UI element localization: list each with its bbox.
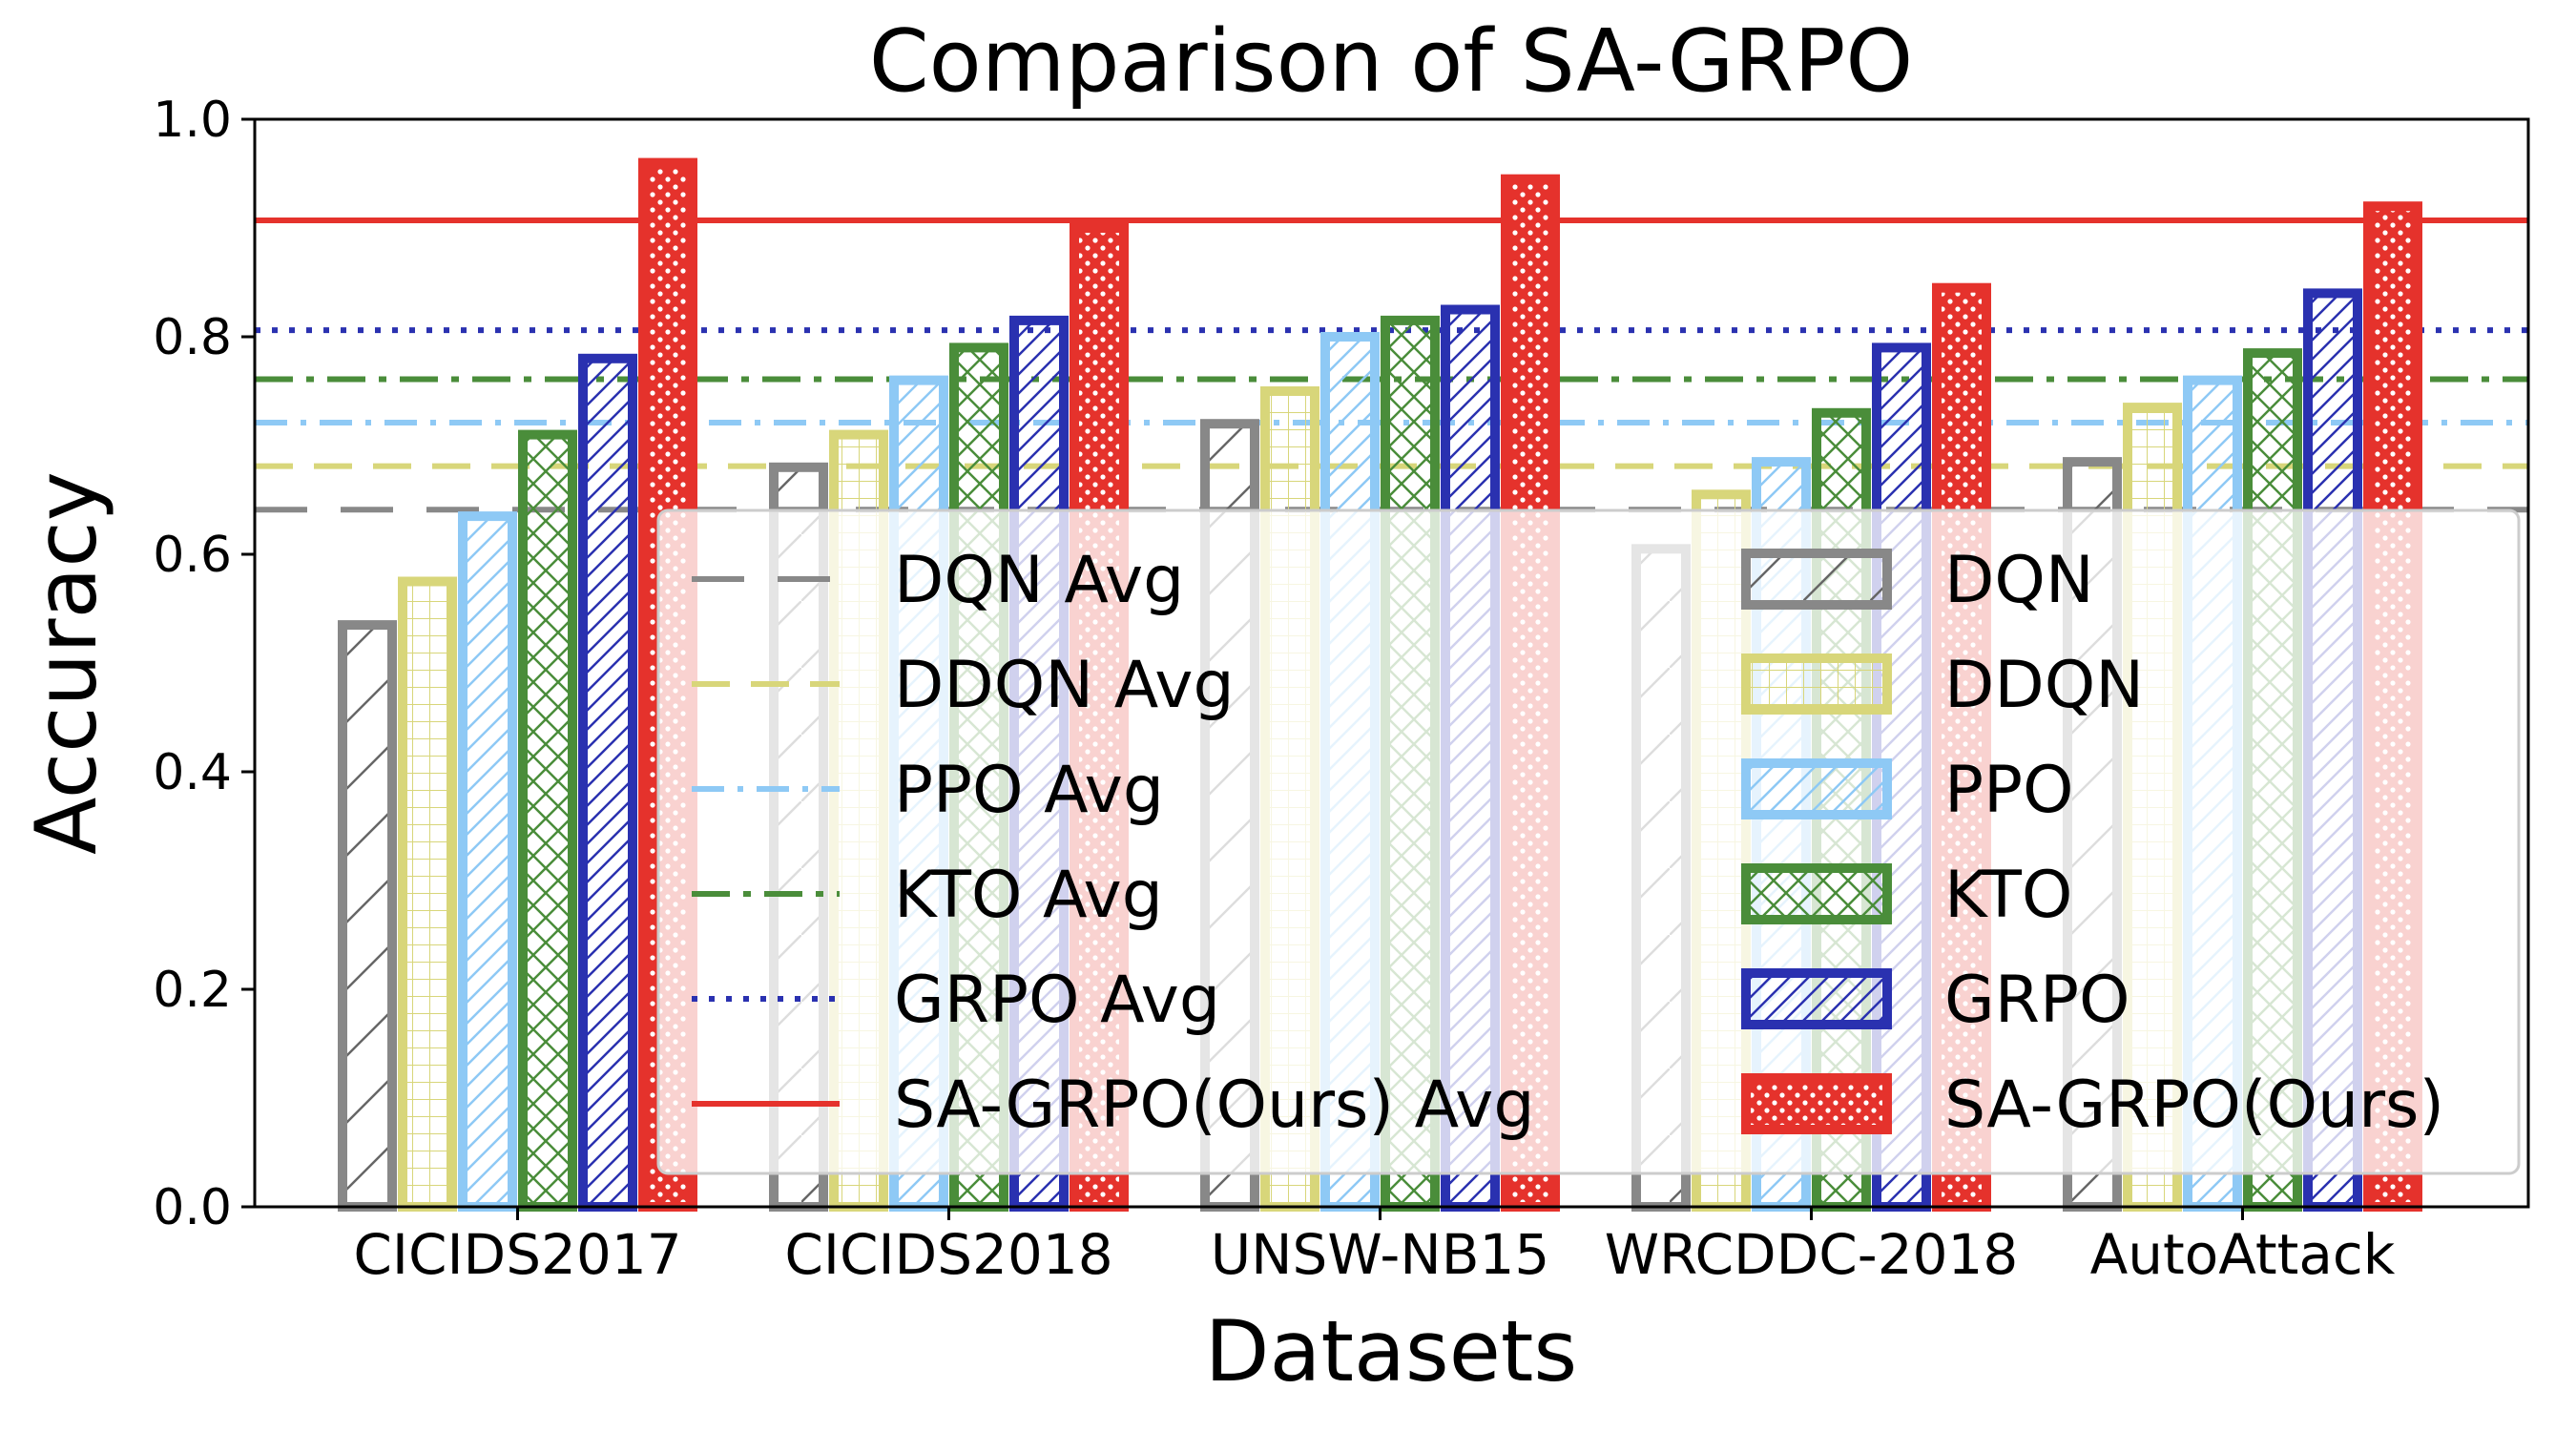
legend-label: PPO Avg bbox=[894, 753, 1164, 828]
legend-box bbox=[656, 508, 2521, 1175]
bar-grpo-cicids2017 bbox=[578, 353, 637, 1212]
chart-title: Comparison of SA-GRPO bbox=[869, 11, 1913, 112]
bar-group bbox=[338, 157, 697, 1213]
y-axis-label: Accuracy bbox=[17, 471, 115, 855]
legend-label: DQN Avg bbox=[894, 543, 1184, 618]
y-tick-label: 1.0 bbox=[153, 92, 232, 149]
x-tick-label: AutoAttack bbox=[2090, 1222, 2396, 1287]
legend-label: PPO bbox=[1944, 753, 2074, 828]
legend-label: DDQN Avg bbox=[894, 648, 1235, 723]
x-tick-label: UNSW-NB15 bbox=[1211, 1222, 1550, 1287]
y-tick-label: 0.0 bbox=[153, 1179, 232, 1236]
bar-ppo-cicids2017 bbox=[458, 511, 517, 1212]
x-axis-label: Datasets bbox=[1205, 1302, 1577, 1400]
x-axis: CICIDS2017 CICIDS2018 UNSW-NB15 WRCDDC-2018… bbox=[353, 1207, 2396, 1287]
bar-ddqn-cicids2017 bbox=[398, 576, 457, 1212]
y-tick-label: 0.6 bbox=[153, 527, 232, 584]
legend-label: SA-GRPO(Ours) Avg bbox=[894, 1068, 1535, 1143]
plot-frame bbox=[253, 117, 2530, 1209]
legend-bar-swatch bbox=[1741, 758, 1892, 819]
legend-label: GRPO Avg bbox=[894, 963, 1220, 1038]
bar-dqn-cicids2017 bbox=[338, 620, 397, 1212]
legend: DQN Avg DDQN Avg PPO Avg KTO Avg GRPO Avg SA-… bbox=[656, 508, 2521, 1175]
legend-label: SA-GRPO(Ours) bbox=[1944, 1068, 2444, 1143]
x-tick-label: CICIDS2018 bbox=[784, 1222, 1112, 1287]
legend-bar-swatch bbox=[1741, 968, 1892, 1029]
legend-bar-swatch bbox=[1741, 863, 1892, 924]
y-axis: 0.0 0.2 0.4 0.6 0.8 1.0 bbox=[153, 92, 255, 1236]
legend-bar-swatch bbox=[1741, 549, 1892, 610]
x-tick-label: WRCDDC-2018 bbox=[1605, 1222, 2019, 1287]
legend-bar-swatch bbox=[1741, 653, 1892, 715]
legend-label: DDQN bbox=[1944, 648, 2144, 723]
x-tick-label: CICIDS2017 bbox=[353, 1222, 681, 1287]
legend-label: KTO bbox=[1944, 858, 2072, 933]
y-tick-label: 0.2 bbox=[153, 962, 232, 1019]
legend-bar-swatch bbox=[1741, 1073, 1892, 1134]
bar-kto-cicids2017 bbox=[518, 429, 577, 1213]
legend-label: KTO Avg bbox=[894, 858, 1163, 933]
legend-label: DQN bbox=[1944, 543, 2094, 618]
legend-label: GRPO bbox=[1944, 963, 2129, 1038]
y-tick-label: 0.8 bbox=[153, 309, 232, 366]
y-tick-label: 0.4 bbox=[153, 744, 232, 801]
